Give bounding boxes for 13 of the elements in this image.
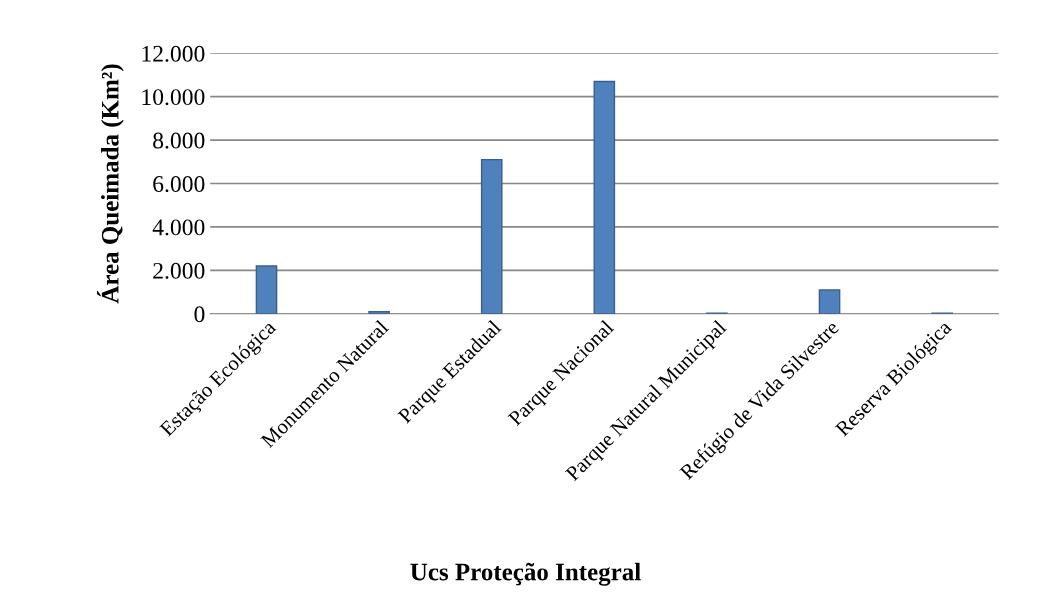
bar [593, 80, 616, 314]
y-tick-label: 0 [194, 306, 205, 323]
x-axis-title: Ucs Proteção Integral [410, 562, 641, 586]
y-tick-label: 12.000 [142, 45, 205, 62]
y-tick-label: 10.000 [142, 89, 205, 106]
y-tick-label: 4.000 [152, 219, 205, 236]
y-tick-label: 8.000 [153, 132, 205, 149]
y-axis-title: Área Queimada (Km²) [97, 64, 124, 304]
bar [255, 265, 278, 314]
bar [480, 158, 503, 314]
bar [818, 289, 841, 314]
y-tick-label: 6.000 [153, 176, 205, 193]
y-tick-label: 2.000 [153, 262, 205, 279]
